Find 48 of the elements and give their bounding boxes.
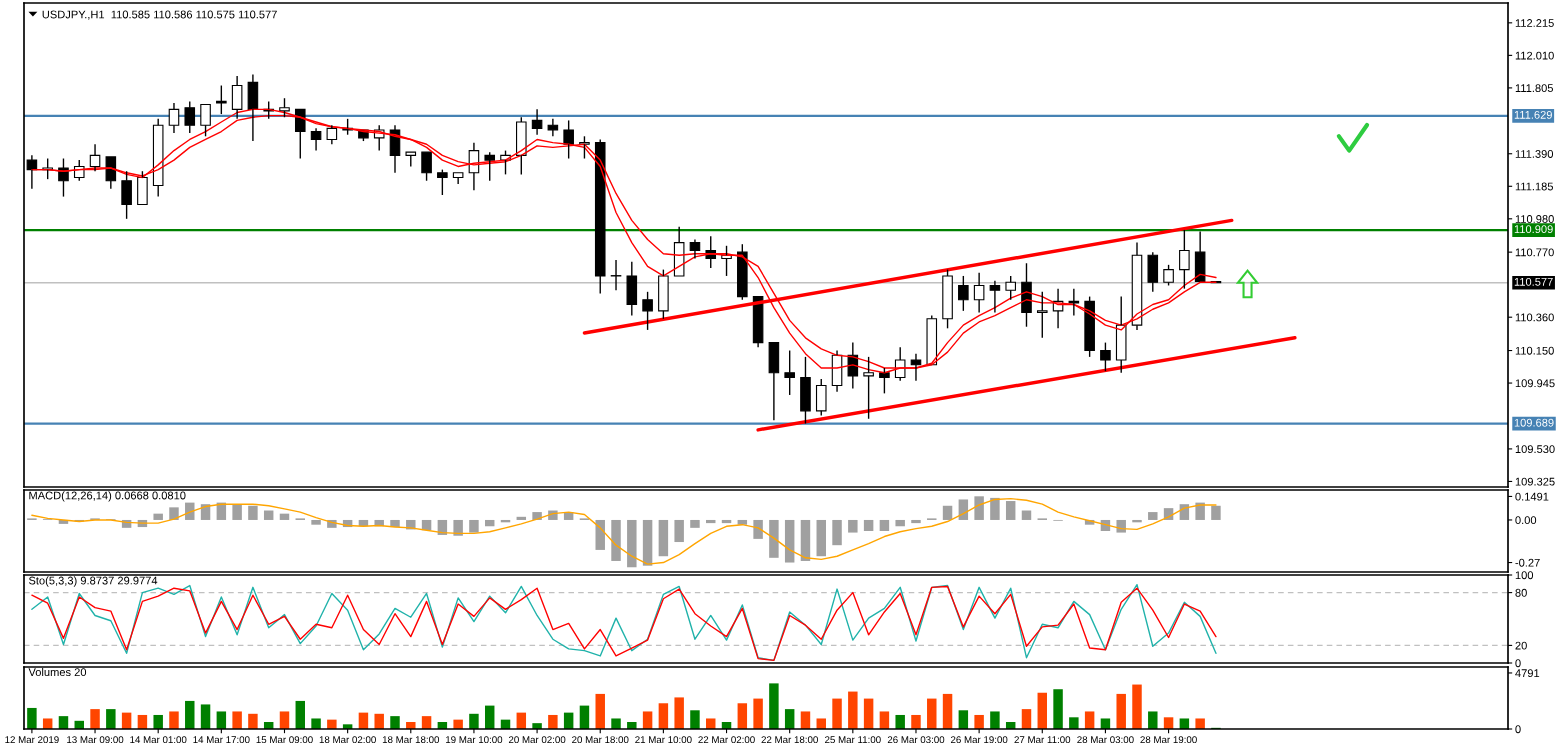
x-tick-label: 13 Mar 09:00 (67, 736, 124, 744)
chart-title: Sto(5,3,3) 9.8737 29.9774 (28, 576, 158, 587)
x-tick-label: 21 Mar 10:00 (635, 736, 692, 744)
y-tick-label: 112.010 (1515, 51, 1554, 60)
x-tick-label: 18 Mar 02:00 (319, 736, 376, 744)
x-tick-label: 28 Mar 19:00 (1140, 736, 1197, 744)
y-tick-label: 0.1491 (1515, 492, 1549, 501)
x-tick-label: 15 Mar 09:00 (256, 736, 313, 744)
x-tick-label: 22 Mar 02:00 (698, 736, 755, 744)
y-tick-label: 110.770 (1515, 248, 1554, 257)
y-tick-label: 4791 (1515, 669, 1540, 678)
y-tick-label: 0 (1515, 659, 1521, 668)
chart-title: Volumes 20 (28, 667, 87, 677)
ref-line-label: 110.577 (1514, 277, 1553, 286)
text: USDJPY.,H1 110.585 110.586 110.575 110.577 (42, 10, 277, 20)
x-tick-label: 26 Mar 19:00 (950, 736, 1008, 744)
chart-title: MACD(12,26,14) 0.0668 0.0810 (29, 491, 186, 502)
ref-line-label: 110.909 (1514, 225, 1553, 234)
y-tick-label: 112.215 (1515, 19, 1554, 27)
x-tick-label: 12 Mar 2019 (5, 736, 59, 744)
y-tick-label: 109.945 (1515, 379, 1555, 388)
y-tick-label: 80 (1515, 588, 1527, 597)
y-tick-label: 0.00 (1515, 516, 1537, 525)
y-tick-label: 100 (1515, 571, 1534, 580)
x-tick-label: 22 Mar 18:00 (761, 736, 818, 744)
y-tick-label: 111.185 (1515, 182, 1553, 191)
y-tick-label: 0 (1515, 725, 1521, 734)
x-tick-label: 14 Mar 01:00 (130, 736, 187, 744)
y-tick-label: 110.360 (1515, 313, 1554, 322)
x-tick-label: 20 Mar 18:00 (572, 736, 629, 744)
x-tick-label: 25 Mar 11:00 (825, 736, 881, 744)
x-tick-label: 19 Mar 10:00 (446, 736, 503, 744)
y-tick-label: 109.530 (1515, 445, 1555, 454)
x-tick-label: 27 Mar 11:00 (1014, 736, 1071, 744)
y-tick-label: 20 (1515, 641, 1527, 650)
x-tick-label: 28 Mar 03:00 (1077, 736, 1134, 744)
x-tick-label: 26 Mar 03:00 (887, 736, 945, 744)
y-tick-label: -0.27 (1515, 558, 1540, 567)
y-tick-label: 110.980 (1515, 215, 1554, 223)
x-tick-label: 20 Mar 02:00 (508, 736, 566, 744)
ref-line-label: 109.689 (1514, 418, 1554, 427)
x-tick-label: 14 Mar 17:00 (193, 736, 250, 744)
y-tick-label: 110.150 (1515, 346, 1554, 355)
y-tick-label: 109.325 (1515, 477, 1555, 486)
ref-line-label: 111.629 (1514, 110, 1552, 119)
y-tick-label: 111.390 (1515, 150, 1554, 158)
x-tick-label: 18 Mar 18:00 (382, 736, 440, 744)
y-tick-label: 111.805 (1515, 84, 1553, 93)
